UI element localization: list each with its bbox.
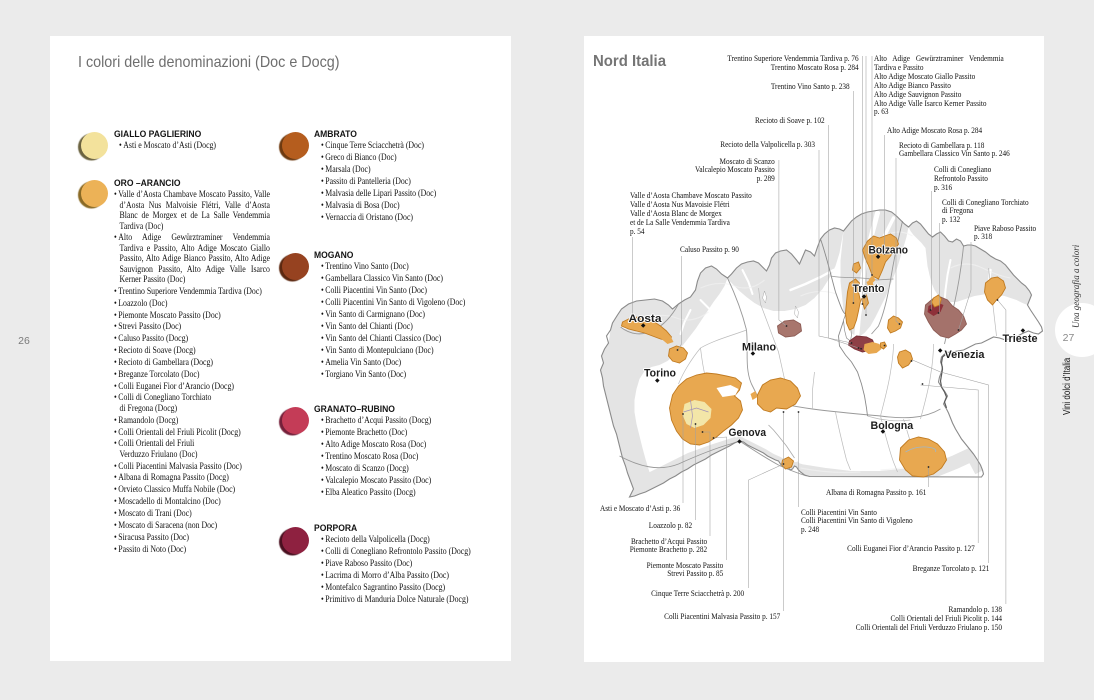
svg-text:Milano: Milano — [742, 342, 777, 354]
svg-text:Trento: Trento — [852, 283, 885, 295]
svg-text:Trieste: Trieste — [1002, 333, 1037, 345]
svg-text:Torino: Torino — [644, 368, 677, 380]
svg-text:Genova: Genova — [728, 427, 766, 439]
svg-text:Bolzano: Bolzano — [868, 244, 908, 256]
svg-text:Venezia: Venezia — [944, 349, 984, 361]
svg-text:Aosta: Aosta — [628, 313, 661, 325]
svg-text:Bologna: Bologna — [870, 420, 913, 432]
